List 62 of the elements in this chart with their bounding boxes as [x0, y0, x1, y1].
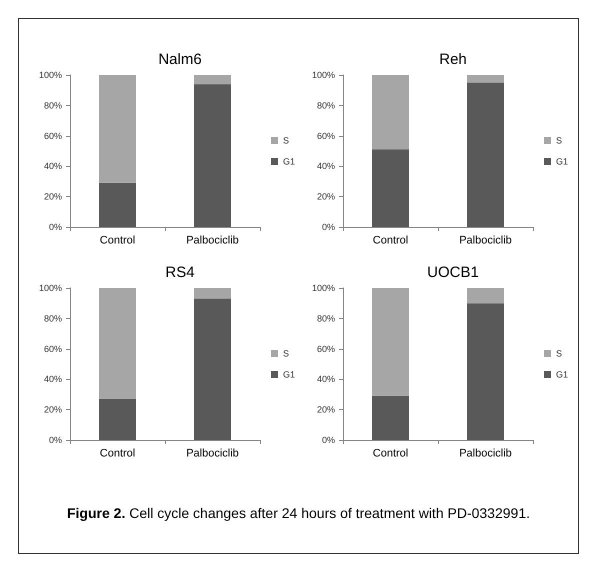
y-tick-label: 0% [322, 435, 335, 445]
y-tick-label: 40% [44, 161, 62, 172]
bar [99, 182, 136, 227]
legend-label: S [556, 348, 562, 358]
y-tick-label: 60% [44, 130, 62, 141]
bar [372, 149, 409, 227]
chart-title: UOCB1 [427, 264, 479, 281]
y-tick-label: 0% [48, 222, 62, 232]
bar [99, 288, 136, 399]
bar [372, 396, 409, 440]
caption: Figure 2. [66, 505, 126, 521]
legend-label: S [282, 136, 290, 146]
bar [372, 288, 409, 396]
y-tick-label: 0% [322, 222, 335, 232]
x-tick-label: Palbociclib [186, 234, 239, 246]
legend-label: S [282, 348, 290, 358]
legend-label: S [556, 136, 562, 146]
x-tick-label: Control [100, 234, 136, 246]
y-tick-label: 100% [312, 70, 335, 80]
y-tick-label: 20% [44, 404, 62, 415]
y-tick-label: 40% [316, 161, 335, 172]
y-tick-label: 80% [44, 100, 62, 110]
legend-label: G1 [556, 370, 568, 380]
x-tick-label: Palbociclib [186, 448, 239, 460]
y-tick-label: 20% [44, 192, 62, 202]
bar [194, 288, 231, 299]
bar [467, 82, 504, 227]
x-tick-label: Palbociclib [459, 448, 512, 460]
legend-label: G1 [282, 156, 296, 166]
bar [99, 398, 136, 440]
x-tick-label: Control [100, 448, 136, 460]
y-tick-label: 100% [38, 283, 62, 293]
y-tick-label: 100% [312, 283, 335, 293]
chart-title: Nalm6 [158, 51, 202, 68]
chart-title: Reh [439, 51, 467, 68]
y-tick-label: 60% [44, 344, 62, 354]
x-tick-label: Control [372, 234, 408, 246]
bar [372, 75, 409, 150]
chart-title: RS4 [165, 264, 195, 281]
bar [194, 75, 231, 84]
bar [194, 84, 231, 227]
y-tick-label: 40% [44, 374, 62, 384]
bar [99, 75, 136, 183]
legend-label: G1 [556, 156, 568, 166]
y-tick-label: 20% [316, 404, 335, 415]
y-tick-label: 40% [316, 374, 335, 384]
y-tick-label: 100% [38, 70, 62, 80]
x-tick-label: Palbociclib [459, 234, 512, 246]
y-tick-label: 20% [316, 192, 335, 202]
bar [467, 303, 504, 440]
bar [194, 298, 231, 440]
bar [467, 288, 504, 304]
y-tick-label: 60% [316, 130, 335, 141]
y-tick-label: 0% [48, 435, 62, 445]
x-tick-label: Control [372, 448, 408, 460]
legend-label: G1 [282, 370, 296, 380]
y-tick-label: 80% [316, 100, 335, 110]
y-tick-label: 80% [316, 313, 335, 324]
text: Cell cycle changes after 24 hours of treatment with PD-0332991. [128, 505, 530, 521]
y-tick-label: 60% [316, 344, 335, 354]
y-tick-label: 80% [44, 313, 62, 324]
bar [467, 75, 504, 83]
